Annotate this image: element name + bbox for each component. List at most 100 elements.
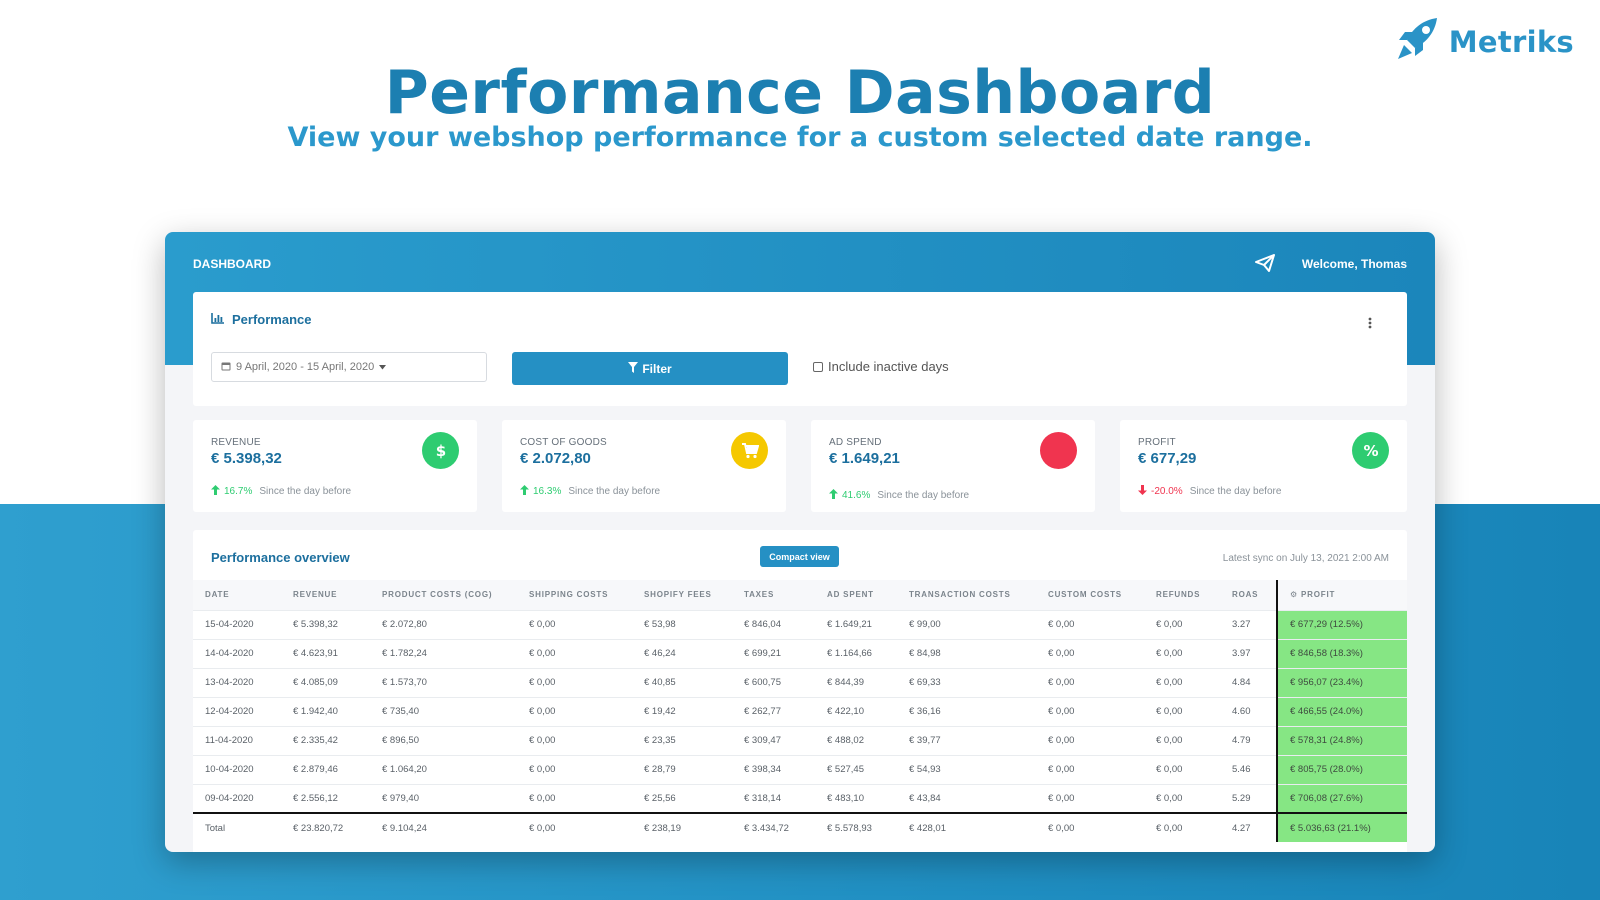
caret-down-icon xyxy=(379,361,387,373)
table-cell: 13-04-2020 xyxy=(193,667,281,697)
brand-name: Metriks xyxy=(1448,24,1574,59)
table-cell: € 28,79 xyxy=(632,754,732,784)
rocket-icon xyxy=(1393,14,1443,69)
table-cell: € 0,00 xyxy=(1144,667,1220,697)
more-options-icon[interactable] xyxy=(1367,316,1373,330)
stat-change-since: Since the day before xyxy=(877,490,970,501)
send-icon[interactable] xyxy=(1254,253,1276,276)
table-cell: € 735,40 xyxy=(370,696,517,726)
table-cell: € 5.398,32 xyxy=(281,609,370,639)
arrow-up-icon xyxy=(520,485,529,498)
stat-change-since: Since the day before xyxy=(568,486,661,497)
table-cell: € 309,47 xyxy=(732,725,815,755)
table-cell: 4.84 xyxy=(1220,667,1277,697)
table-cell: € 54,93 xyxy=(897,754,1036,784)
column-header[interactable]: SHIPPING COSTS xyxy=(517,580,632,610)
table-row: 10-04-2020 € 2.879,46 € 1.064,20 € 0,00 € 28… xyxy=(193,754,1407,784)
table-cell: € 36,16 xyxy=(897,696,1036,726)
column-header[interactable]: ⚙ PROFIT xyxy=(1276,580,1407,610)
column-header[interactable]: DATE xyxy=(193,580,281,610)
column-header[interactable]: SHOPIFY FEES xyxy=(632,580,732,610)
include-inactive-label: Include inactive days xyxy=(828,359,949,374)
column-header[interactable]: CUSTOM COSTS xyxy=(1036,580,1144,610)
arrow-up-icon xyxy=(829,489,838,502)
stat-value: € 1.649,21 xyxy=(829,450,900,467)
table-cell: € 84,98 xyxy=(897,638,1036,668)
column-header[interactable]: TAXES xyxy=(732,580,815,610)
table-cell: 14-04-2020 xyxy=(193,638,281,668)
stat-change: 16.7% Since the day before xyxy=(211,485,351,498)
stat-label: PROFIT xyxy=(1138,437,1176,448)
filter-button[interactable]: Filter xyxy=(512,352,788,385)
sync-status: Latest sync on July 13, 2021 2:00 AM xyxy=(1222,553,1389,564)
table-cell: € 39,77 xyxy=(897,725,1036,755)
table-cell: € 0,00 xyxy=(1036,609,1144,639)
cart-icon xyxy=(731,432,768,469)
table-cell: € 0,00 xyxy=(1036,667,1144,697)
table-cell: 3.27 xyxy=(1220,609,1277,639)
column-header[interactable]: TRANSACTION COSTS xyxy=(897,580,1036,610)
dashboard-nav-label[interactable]: DASHBOARD xyxy=(193,257,271,271)
brand-logo: Metriks xyxy=(1393,14,1574,69)
table-cell: € 0,00 xyxy=(517,812,632,842)
table-cell: € 699,21 xyxy=(732,638,815,668)
stat-change: 41.6% Since the day before xyxy=(829,489,969,502)
table-cell: € 428,01 xyxy=(897,812,1036,842)
compact-view-button[interactable]: Compact view xyxy=(760,546,839,567)
table-cell: € 53,98 xyxy=(632,609,732,639)
table-cell: Total xyxy=(193,812,281,842)
table-cell: € 846,04 xyxy=(732,609,815,639)
page-subtitle: View your webshop performance for a cust… xyxy=(287,122,1313,153)
include-inactive-option[interactable]: Include inactive days xyxy=(813,359,949,374)
stat-change-value: 16.7% xyxy=(224,486,253,497)
dollar-icon: $ xyxy=(422,432,459,469)
page-title: Performance Dashboard xyxy=(384,58,1216,128)
welcome-text[interactable]: Welcome, Thomas xyxy=(1301,257,1407,271)
gear-icon: ⚙ xyxy=(1290,590,1298,600)
bar-chart-icon xyxy=(211,312,224,327)
date-range-picker[interactable]: 9 April, 2020 - 15 April, 2020 xyxy=(211,352,487,382)
table-row: 13-04-2020 € 4.085,09 € 1.573,70 € 0,00 € 40… xyxy=(193,667,1407,697)
table-cell: € 0,00 xyxy=(1036,812,1144,842)
table-cell: 10-04-2020 xyxy=(193,754,281,784)
dashboard-window: DASHBOARD Welcome, Thomas Performanc xyxy=(165,232,1435,852)
table-cell: € 25,56 xyxy=(632,783,732,813)
stat-value: € 5.398,32 xyxy=(211,450,282,467)
table-cell: € 4.623,91 xyxy=(281,638,370,668)
table-cell: € 677,29 (12.5%) xyxy=(1276,609,1407,639)
table-cell: € 2.335,42 xyxy=(281,725,370,755)
overview-title: Performance overview xyxy=(211,550,350,565)
table-cell: € 4.085,09 xyxy=(281,667,370,697)
table-cell: € 527,45 xyxy=(815,754,897,784)
column-header[interactable]: ROAS xyxy=(1220,580,1277,610)
table-cell: € 69,33 xyxy=(897,667,1036,697)
stat-label: COST OF GOODS xyxy=(520,437,607,448)
include-inactive-checkbox[interactable] xyxy=(813,361,823,372)
table-cell: € 706,08 (27.6%) xyxy=(1276,783,1407,813)
table-cell: € 5.578,93 xyxy=(815,812,897,842)
table-cell: € 0,00 xyxy=(517,609,632,639)
stat-change-value: -20.0% xyxy=(1151,486,1183,497)
column-header[interactable]: REVENUE xyxy=(281,580,370,610)
table-cell: € 0,00 xyxy=(1036,754,1144,784)
table-cell: € 488,02 xyxy=(815,725,897,755)
table-cell: € 0,00 xyxy=(517,696,632,726)
performance-header: Performance xyxy=(211,312,311,327)
circle-icon xyxy=(1040,432,1077,469)
table-cell: € 1.573,70 xyxy=(370,667,517,697)
table-cell: € 0,00 xyxy=(1144,754,1220,784)
stat-label: AD SPEND xyxy=(829,437,882,448)
stat-change-value: 16.3% xyxy=(533,486,562,497)
column-header[interactable]: PRODUCT COSTS (COG) xyxy=(370,580,517,610)
stat-label: REVENUE xyxy=(211,437,261,448)
table-cell: € 40,85 xyxy=(632,667,732,697)
table-cell: 5.46 xyxy=(1220,754,1277,784)
table-cell: 4.60 xyxy=(1220,696,1277,726)
table-cell: 15-04-2020 xyxy=(193,609,281,639)
column-header[interactable]: REFUNDS xyxy=(1144,580,1220,610)
performance-overview-card: Performance overview Compact view Latest… xyxy=(193,530,1407,852)
column-header[interactable]: AD SPENT xyxy=(815,580,897,610)
table-cell: € 3.434,72 xyxy=(732,812,815,842)
svg-text:%: % xyxy=(1363,442,1378,460)
stat-value: € 677,29 xyxy=(1138,450,1197,467)
